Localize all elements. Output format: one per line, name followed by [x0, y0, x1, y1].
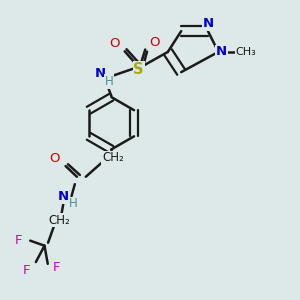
- Text: O: O: [109, 37, 119, 50]
- Text: N: N: [94, 67, 106, 80]
- Text: N: N: [216, 45, 227, 58]
- Text: F: F: [15, 234, 23, 247]
- Text: N: N: [58, 190, 69, 203]
- Text: F: F: [53, 261, 60, 274]
- Text: CH₂: CH₂: [102, 151, 124, 164]
- Text: O: O: [149, 36, 160, 49]
- Text: S: S: [134, 62, 144, 77]
- Text: N: N: [202, 17, 214, 30]
- Text: CH₃: CH₃: [236, 47, 256, 57]
- Text: F: F: [22, 265, 30, 278]
- Text: O: O: [50, 152, 60, 165]
- Text: H: H: [69, 197, 78, 210]
- Text: CH₂: CH₂: [48, 214, 70, 226]
- Text: H: H: [105, 75, 113, 88]
